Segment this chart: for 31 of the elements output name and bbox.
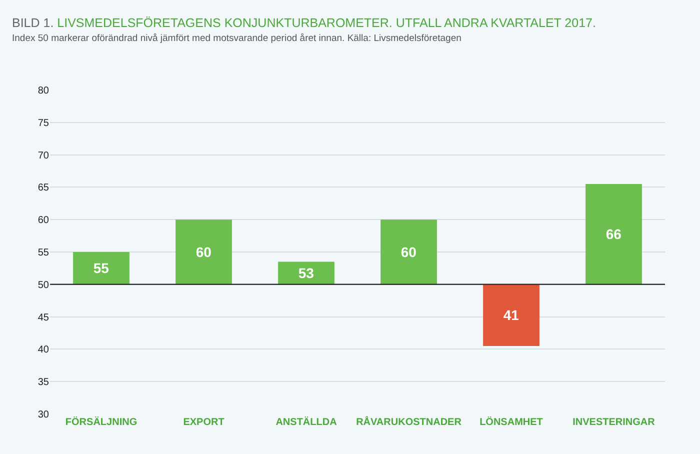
y-tick-label: 45 <box>38 312 50 324</box>
chart-title: BILD 1. LIVSMEDELSFÖRETAGENS KONJUNKTURBAROMETER. UTFALL ANDRA KVARTALET 2017. <box>12 16 596 30</box>
y-tick-label: 70 <box>38 150 50 162</box>
data-label: 55 <box>93 260 110 276</box>
bar <box>380 220 437 284</box>
bar <box>278 262 334 284</box>
y-tick-label: 65 <box>38 182 50 194</box>
data-label: 53 <box>298 265 314 282</box>
bar <box>586 184 642 284</box>
y-tick-label: 55 <box>38 248 50 258</box>
y-tick-label: 80 <box>38 86 50 96</box>
x-tick-label: LÖNSAMHET <box>480 416 543 428</box>
data-label: 41 <box>503 307 520 324</box>
y-tick-label: 60 <box>38 215 50 226</box>
chart-subtitle: Index 50 markerar oförändrad nivå jämfört med motsvarande period året innan. Källa: Livsmedelsföretagen <box>12 33 462 44</box>
bar <box>483 284 540 346</box>
x-tick-label: RÅVARUKOSTNADER <box>356 416 462 428</box>
data-label: 60 <box>400 244 417 260</box>
y-tick-label: 30 <box>38 410 50 420</box>
x-tick-label: ANSTÄLLDA <box>276 416 337 428</box>
data-label: 60 <box>196 244 212 260</box>
y-tick-label: 50 <box>38 280 50 291</box>
x-tick-label: INVESTERINGAR <box>572 417 656 428</box>
y-tick-label: 35 <box>38 377 50 388</box>
data-label: 66 <box>606 226 622 242</box>
x-tick-label: FÖRSÄLJNING <box>65 416 138 428</box>
x-tick-label: EXPORT <box>183 417 224 428</box>
bar <box>73 252 130 284</box>
bar <box>176 220 232 284</box>
y-tick-label: 75 <box>38 118 50 129</box>
y-tick-label: 40 <box>38 344 50 356</box>
